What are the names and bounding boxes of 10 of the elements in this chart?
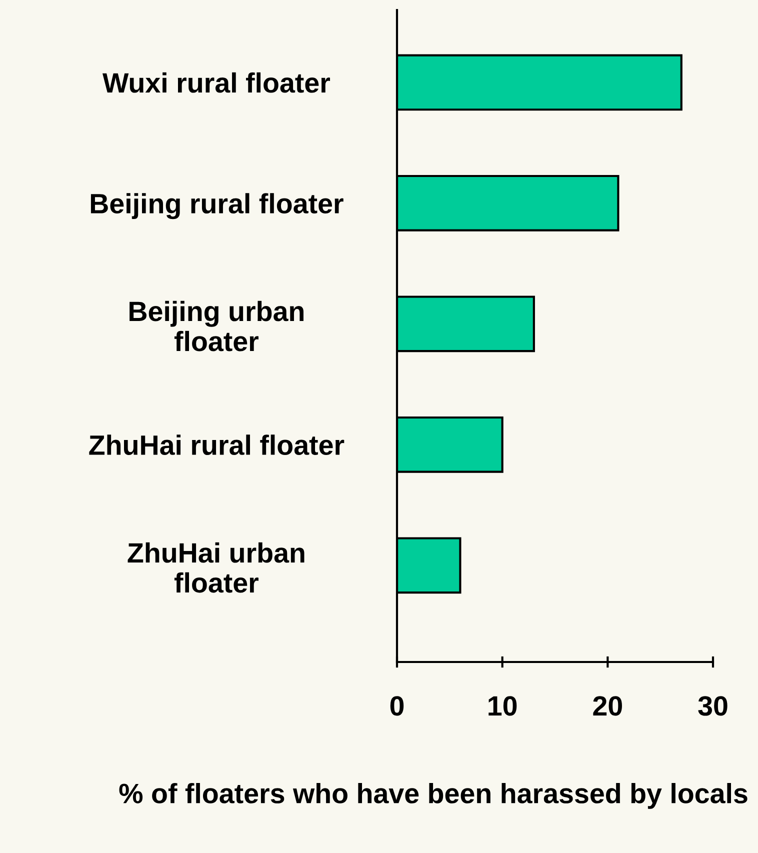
x-tick-label: 30 <box>698 696 728 716</box>
y-tick-label: Beijing rural floater <box>90 193 344 220</box>
x-tick-label: 0 <box>390 696 404 716</box>
x-axis-title: % of floaters who have been harassed by locals <box>119 783 748 809</box>
y-tick-label: ZhuHai rural floater <box>89 434 344 456</box>
y-tick-label: ZhuHai urban floater <box>128 542 304 593</box>
y-tick-label: Beijing urban floater <box>130 300 304 352</box>
x-tick-label: 20 <box>593 696 622 716</box>
x-tick-label: 10 <box>488 696 517 716</box>
y-tick-label: Wuxi rural floater <box>102 72 330 93</box>
